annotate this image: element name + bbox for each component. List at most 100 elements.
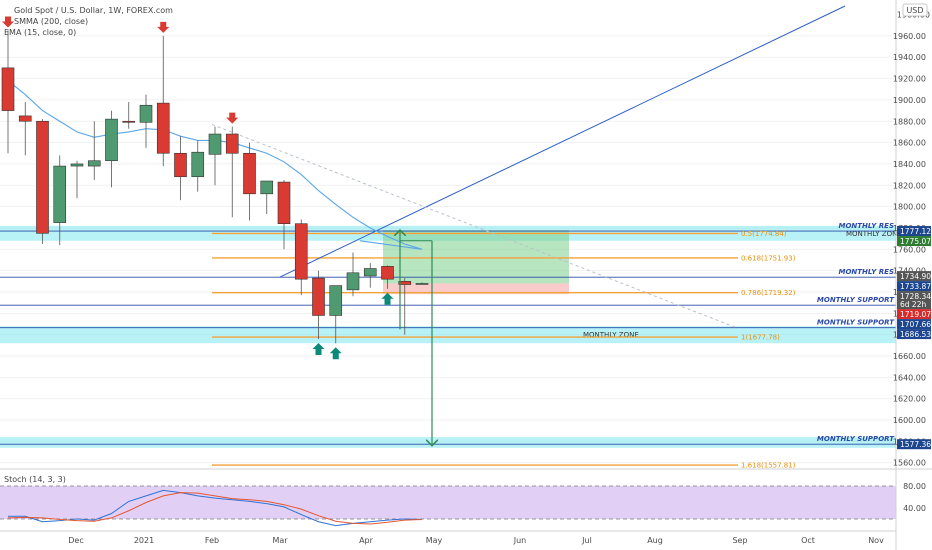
x-tick-label: 2021 [134,536,154,545]
candle-body [70,163,84,167]
candle-body [225,133,239,154]
y-tick-label: 1920.00 [893,75,926,84]
zone-label: MONTHLY ZONE [846,230,902,238]
profit-zone [383,230,569,284]
fib-label: 0.618(1751.93) [741,254,796,262]
fib-label: 1(1677.78) [741,334,780,342]
signals-layer [2,16,394,360]
y-tick-label: 1960.00 [893,32,926,41]
candle-body [1,67,15,111]
candle-body [398,281,412,285]
price-badge-value: 1719.07 [900,310,931,319]
x-tick-label: Feb [205,536,219,545]
fib-label: 1.618(1557.81) [741,462,796,470]
price-badge-value: 1728.34 [900,292,931,301]
price-badge [897,319,931,330]
dashed-trend-line [211,123,739,329]
candles-layer [1,30,429,344]
price-badge-value: 1733.87 [900,282,931,291]
price-badge [897,271,931,282]
stoch-band [0,486,896,519]
level-label: MONTHLY RES [839,268,895,276]
price-badge-value: 1734.90 [900,272,931,281]
y-tick-label: 1560.00 [893,459,926,468]
y-tick-label: 1640.00 [893,373,926,382]
y-tick-label: 1940.00 [893,53,926,62]
stochastic-pane: 80.00 40.00 [0,468,932,527]
stoch-tick: 40.00 [903,504,926,513]
y-tick-label: 1620.00 [893,395,926,404]
price-badge [897,329,931,340]
level-label: MONTHLY SUPPORT [817,319,895,327]
trend-line [279,5,846,278]
candle-body [156,102,170,154]
x-tick-label: Aug [647,536,663,545]
trendline-layer [211,5,846,329]
ema-line [7,80,423,250]
y-tick-label: 1820.00 [893,181,926,190]
x-tick-label: Mar [272,536,288,545]
price-badge-value: 1777.12 [900,227,931,236]
price-badge-countdown: 6d 22h [900,300,926,309]
y-tick-label: 1800.00 [893,203,926,212]
candle-body [346,272,360,291]
candle-body [53,165,67,223]
price-badge [897,309,931,320]
price-badge [897,281,931,292]
candle-body [208,133,222,155]
x-tick-label: Oct [801,536,815,545]
candle-body [105,118,118,162]
fib-label: 0.5(1774.84) [741,230,787,238]
x-tick-label: Jun [513,536,527,545]
fib-label: 0.786(1719.32) [741,289,796,297]
price-badge-value: 1707.66 [900,320,931,329]
buy-signal-arrow [329,347,342,360]
buy-signal-arrow [312,342,325,355]
stoch-tick: 80.00 [903,482,926,491]
y-tick-label: 1900.00 [893,96,926,105]
indicator-ema: EMA (15, close, 0) [4,28,76,37]
price-badge [897,439,931,450]
ema-layer [7,80,423,250]
support-zone [0,437,896,448]
price-badge-value: 1686.53 [900,330,931,339]
y-tick-label: 1760.00 [893,245,926,254]
sell-signal-arrow [157,21,170,33]
x-tick-label: Sep [732,536,747,545]
buy-signal-arrow [381,292,394,305]
support-zone [0,326,896,344]
candle-body [260,180,274,195]
time-axis: Dec 2021 Feb Mar Apr May Jun Jul Aug Sep Oct Nov [0,530,896,545]
position-box-layer [383,230,569,295]
candle-body [312,277,325,316]
projection-layer [400,230,432,446]
stoch-d-line [7,492,423,525]
levels-layer: MONTHLY RES MONTHLY RES MONTHLY SUPPORT MON… [0,222,896,470]
x-tick-label: Apr [359,536,374,545]
currency-button[interactable]: USD [902,3,928,17]
indicator-smma: SMMA (200, close) [14,17,88,26]
sell-signal-arrow [226,112,239,124]
candle-body [191,151,205,178]
candle-body [381,266,394,280]
loss-zone [383,283,569,295]
x-tick-label: Jul [581,536,592,545]
price-badge-value: 1775.07 [900,237,931,246]
candle-body [122,120,136,123]
candle-body [277,181,291,224]
candle-body [18,115,32,122]
candle-body [294,223,308,280]
level-label: MONTHLY SUPPORT [817,435,895,443]
currency-label: USD [906,6,923,15]
level-label: MONTHLY SUPPORT [817,296,895,304]
candle-body [174,152,187,178]
candle-body [87,160,101,167]
candle-body [329,285,343,316]
candle-body [363,268,377,277]
sell-signal-arrow [2,16,14,28]
candle-body [243,152,256,195]
candle-body [415,283,429,285]
y-tick-label: 1600.00 [893,416,926,425]
